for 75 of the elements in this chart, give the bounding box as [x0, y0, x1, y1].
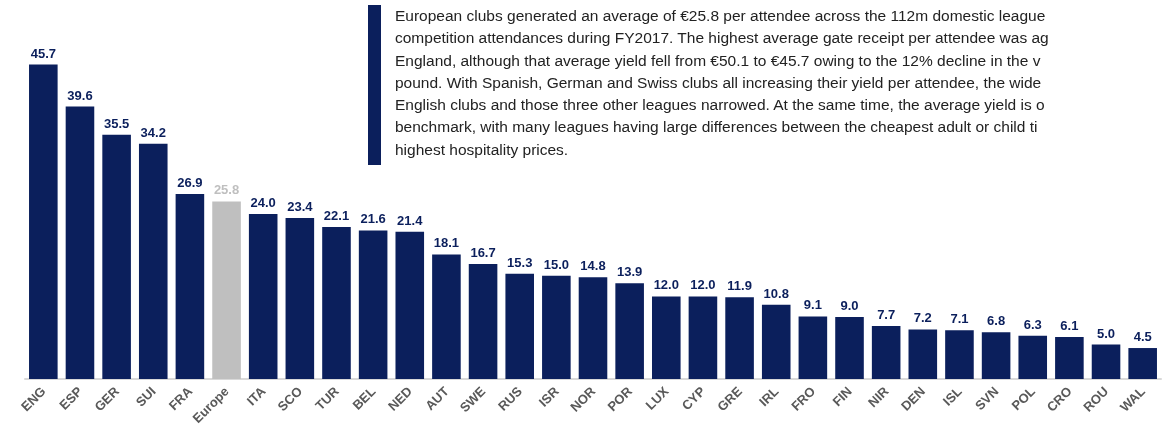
- data-label: 4.5: [1133, 329, 1152, 345]
- bar: [871, 326, 901, 379]
- bar: [615, 283, 644, 379]
- bar: [1091, 344, 1121, 379]
- data-label: 23.4: [287, 199, 314, 215]
- x-tick-label: ISL: [939, 383, 965, 409]
- bar: [358, 230, 388, 379]
- data-label: 15.3: [507, 254, 533, 270]
- data-label: 7.7: [877, 307, 896, 323]
- bar: [761, 304, 791, 379]
- data-label: 9.0: [840, 298, 859, 314]
- bar: [29, 64, 58, 379]
- data-label: 34.2: [140, 124, 166, 140]
- bar: [432, 254, 461, 379]
- data-label: 18.1: [433, 235, 460, 251]
- data-label: 13.9: [616, 264, 643, 280]
- bar: [1055, 337, 1084, 379]
- data-label: 6.3: [1023, 316, 1042, 332]
- x-tick-label: NIR: [865, 383, 892, 411]
- data-label: 35.5: [103, 115, 130, 131]
- x-tick-label: WAL: [1116, 383, 1149, 415]
- bar: [212, 201, 241, 379]
- data-label: 14.8: [580, 258, 606, 274]
- bar: [725, 297, 754, 379]
- bar: [285, 218, 315, 379]
- x-tick-label: ISR: [535, 383, 563, 410]
- bar: [908, 329, 938, 379]
- bar: [505, 273, 534, 379]
- data-label: 24.0: [250, 194, 276, 210]
- data-label: 6.1: [1060, 318, 1079, 334]
- bar: [248, 213, 278, 379]
- bar: [798, 316, 828, 379]
- bar: [542, 275, 571, 379]
- data-label: 22.1: [323, 207, 350, 223]
- data-label: 12.0: [690, 277, 716, 293]
- x-tick-label: SUI: [132, 383, 159, 410]
- data-label: 45.7: [30, 45, 56, 61]
- data-label: 12.0: [653, 277, 679, 293]
- x-tick-label: ITA: [243, 383, 269, 409]
- data-label: 9.1: [803, 297, 822, 313]
- bar: [835, 317, 864, 379]
- bar: [688, 296, 718, 379]
- annotation: European clubs generated an average of €25.8 per attendee across the 112m domestic league competition attendances during FY2017. The highest average gate receipt per attendee was ag England, although that average yield fell from €50.1 to €45.7 owing to the 12% decline in the v pound. With Spanish, German and Swiss clubs all increasing their yield per attendee, the wide English clubs and those three other leagues narrowed. At the same time, the average yield is o benchmark, with many leagues having large differences between the cheapest adult or child ti highest hospitality prices.: [395, 6, 1049, 160]
- x-tick-label: IRL: [756, 383, 782, 410]
- bar: [102, 134, 131, 379]
- bar: [395, 231, 425, 379]
- bar: [652, 296, 681, 379]
- bar: [65, 106, 95, 379]
- bar: [138, 143, 168, 379]
- x-tick-label: BEL: [349, 383, 379, 413]
- data-label: 11.9: [727, 278, 752, 294]
- x-tick-label: FIN: [829, 383, 855, 410]
- data-label: 10.8: [763, 285, 789, 301]
- data-label: 7.1: [950, 311, 969, 327]
- data-label: 7.2: [913, 310, 932, 326]
- bar: [981, 332, 1011, 379]
- bar: [1018, 335, 1048, 379]
- bar: [945, 330, 974, 379]
- data-label: 21.6: [360, 211, 386, 227]
- bar: [578, 277, 608, 379]
- data-label: 15.0: [543, 256, 570, 272]
- x-tick-label: CYP: [678, 383, 709, 414]
- bar: [1128, 348, 1157, 379]
- bar: [175, 193, 205, 379]
- data-label: 26.9: [177, 174, 203, 190]
- data-label: 16.7: [470, 245, 496, 261]
- data-label: 6.8: [987, 313, 1006, 329]
- x-tick-label: TUR: [312, 383, 343, 414]
- data-label: 39.6: [67, 87, 93, 103]
- bar: [322, 226, 351, 379]
- x-tick-label: POL: [1008, 383, 1039, 414]
- bar: [468, 264, 498, 379]
- data-label: 5.0: [1096, 325, 1116, 341]
- data-label: 25.8: [213, 182, 240, 198]
- data-label: 21.4: [397, 212, 424, 228]
